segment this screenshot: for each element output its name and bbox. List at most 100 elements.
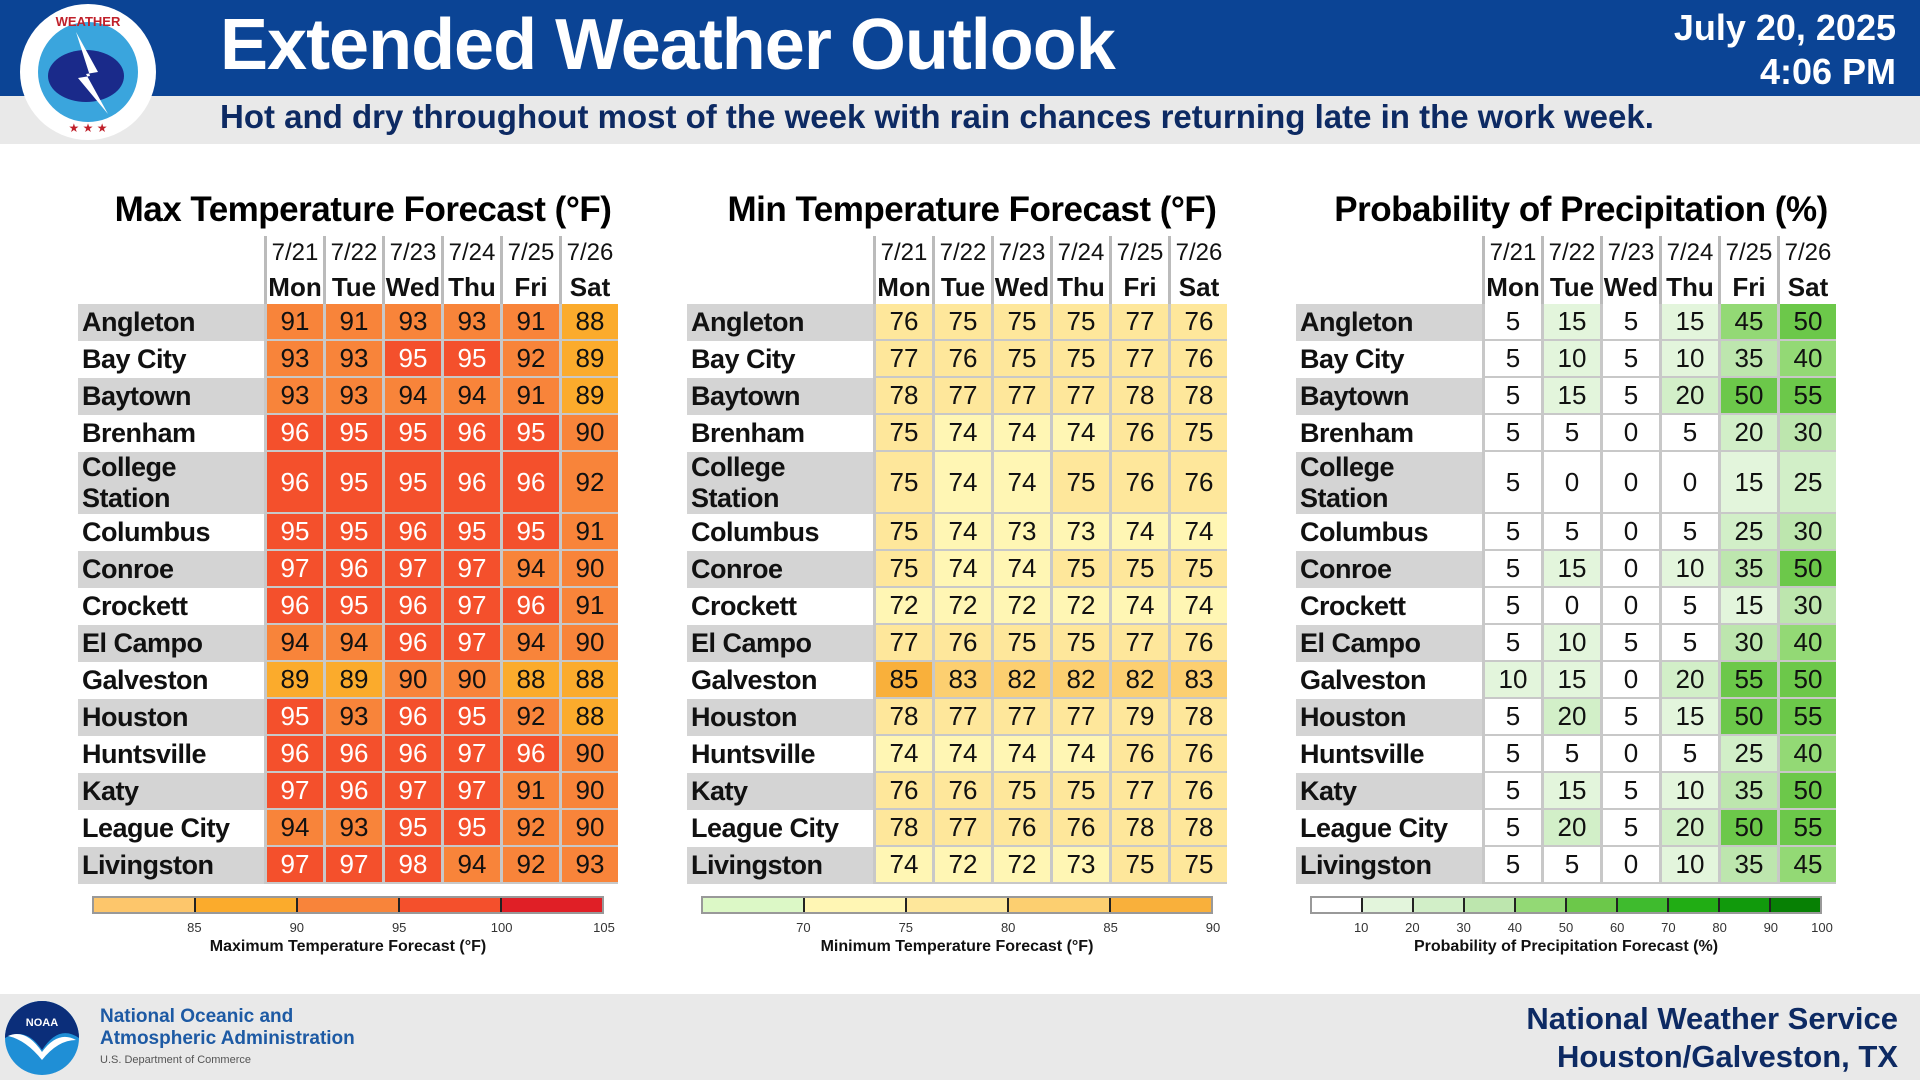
legend-swatch — [1618, 898, 1669, 912]
svg-text:★ ★ ★: ★ ★ ★ — [69, 121, 108, 135]
value-cell: 95 — [264, 699, 323, 736]
value-cell: 0 — [1600, 662, 1659, 699]
value-cell: 94 — [323, 625, 382, 662]
value-cell: 82 — [1109, 662, 1168, 699]
legend-swatch — [1669, 898, 1720, 912]
nws-line1: National Weather Service — [1526, 1001, 1898, 1036]
value-cell: 15 — [1718, 588, 1777, 625]
value-cell: 76 — [1109, 736, 1168, 773]
date-header-row: 7/21 7/22 7/23 7/24 7/25 7/26 — [687, 236, 1227, 270]
value-cell: 96 — [382, 588, 441, 625]
value-cell: 5 — [1482, 588, 1541, 625]
legend-tick: 10 — [1353, 920, 1369, 935]
city-name: League City — [1300, 813, 1448, 843]
value-cell: 77 — [873, 341, 932, 378]
value-cell: 76 — [991, 810, 1050, 847]
value-cell: 88 — [559, 699, 618, 736]
value-cell: 83 — [1168, 662, 1227, 699]
legend-swatch — [94, 898, 196, 912]
city-name: College Station — [78, 452, 264, 514]
value-cell: 74 — [932, 736, 991, 773]
value-cell: 78 — [873, 810, 932, 847]
day-header: Wed — [382, 270, 441, 304]
table-row: Conroe 97 96 97 97 94 90 — [78, 551, 618, 588]
legend-swatch — [1465, 898, 1516, 912]
value-cell: 25 — [1777, 452, 1836, 514]
legend-bar — [1310, 896, 1822, 914]
value-cell: 88 — [559, 662, 618, 699]
city-name: Galveston — [1300, 665, 1427, 695]
value-cell: 77 — [1050, 699, 1109, 736]
value-cell: 77 — [873, 625, 932, 662]
value-cell: 74 — [1168, 588, 1227, 625]
value-cell: 5 — [1482, 773, 1541, 810]
value-cell: 74 — [991, 415, 1050, 452]
value-cell: 77 — [1109, 341, 1168, 378]
city-name: Bay City — [1300, 344, 1405, 374]
city-name: Houston — [1296, 699, 1482, 736]
value-cell: 0 — [1659, 452, 1718, 514]
value-cell: 30 — [1777, 415, 1836, 452]
value-cell: 90 — [441, 662, 500, 699]
noaa-department: U.S. Department of Commerce — [100, 1054, 251, 1066]
value-cell: 10 — [1541, 341, 1600, 378]
value-cell: 75 — [873, 551, 932, 588]
legend-tick: 60 — [1609, 920, 1625, 935]
city-name: Livingston — [687, 847, 873, 884]
legend-swatch — [400, 898, 502, 912]
date-header: 7/24 — [441, 236, 500, 270]
date-header: 7/25 — [1109, 236, 1168, 270]
table-row: Angleton 5 15 5 15 45 50 — [1296, 304, 1836, 341]
city-name: Katy — [78, 773, 264, 810]
value-cell: 30 — [1777, 514, 1836, 551]
value-cell: 75 — [873, 514, 932, 551]
value-cell: 0 — [1600, 551, 1659, 588]
table-row: Katy 76 76 75 75 77 76 — [687, 773, 1227, 810]
city-name: Bay City — [82, 344, 187, 374]
city-name: Crockett — [82, 591, 188, 621]
value-cell: 78 — [1168, 378, 1227, 415]
footer: NOAA National Oceanic and Atmospheric Adm… — [0, 994, 1920, 1080]
value-cell: 93 — [382, 304, 441, 341]
value-cell: 78 — [873, 378, 932, 415]
day-header: Tue — [1541, 270, 1600, 304]
table-row: Brenham 75 74 74 74 76 75 — [687, 415, 1227, 452]
value-cell: 15 — [1659, 304, 1718, 341]
value-cell: 77 — [932, 810, 991, 847]
legend-tick: 90 — [1205, 920, 1221, 935]
value-cell: 5 — [1482, 736, 1541, 773]
table-row: Angleton 91 91 93 93 91 88 — [78, 304, 618, 341]
value-cell: 10 — [1541, 625, 1600, 662]
value-cell: 90 — [559, 415, 618, 452]
value-cell: 35 — [1718, 773, 1777, 810]
legend-bar — [701, 896, 1213, 914]
table-row: Crockett 72 72 72 72 74 74 — [687, 588, 1227, 625]
value-cell: 78 — [873, 699, 932, 736]
legend-tick: 20 — [1405, 920, 1420, 935]
value-cell: 10 — [1659, 551, 1718, 588]
legend-swatch — [1771, 898, 1820, 912]
city-name: League City — [82, 813, 230, 843]
table-row: Houston 5 20 5 15 50 55 — [1296, 699, 1836, 736]
noaa-line2: Atmospheric Administration — [100, 1028, 355, 1049]
issue-date: July 20, 2025 — [1673, 7, 1896, 48]
value-cell: 94 — [264, 810, 323, 847]
value-cell: 0 — [1600, 452, 1659, 514]
value-cell: 95 — [323, 588, 382, 625]
value-cell: 45 — [1777, 847, 1836, 884]
table-row: El Campo 77 76 75 75 77 76 — [687, 625, 1227, 662]
value-cell: 76 — [1050, 810, 1109, 847]
value-cell: 75 — [1168, 847, 1227, 884]
date-header: 7/24 — [1659, 236, 1718, 270]
city-name: College Station — [687, 452, 873, 514]
value-cell: 96 — [323, 551, 382, 588]
value-cell: 75 — [1050, 304, 1109, 341]
value-cell: 74 — [1109, 514, 1168, 551]
city-name: Houston — [78, 699, 264, 736]
value-cell: 97 — [441, 625, 500, 662]
value-cell: 74 — [1168, 514, 1227, 551]
value-cell: 75 — [932, 304, 991, 341]
value-cell: 76 — [873, 304, 932, 341]
forecast-summary: Hot and dry throughout most of the week … — [220, 98, 1654, 135]
value-cell: 5 — [1482, 304, 1541, 341]
